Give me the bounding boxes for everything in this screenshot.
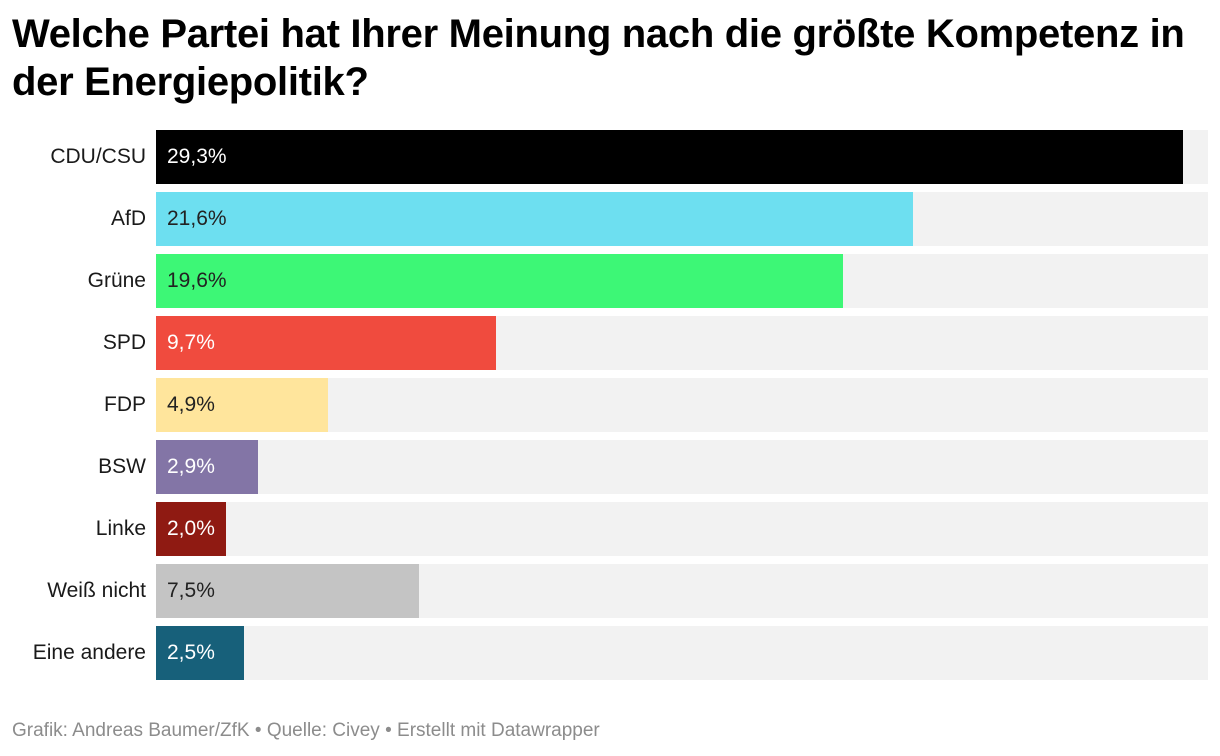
value-label: 29,3% xyxy=(167,145,227,168)
category-label: Linke xyxy=(95,517,146,540)
bar-row: Weiß nicht 7,5% xyxy=(0,564,1220,618)
bar-track: 2,0% xyxy=(156,502,1208,556)
category-label: Weiß nicht xyxy=(47,579,146,602)
chart-title: Welche Partei hat Ihrer Meinung nach die… xyxy=(12,12,1185,104)
bar xyxy=(156,378,328,432)
footer-separator: • xyxy=(249,720,267,741)
tool-credit-link[interactable]: Erstellt mit Datawrapper xyxy=(397,720,600,741)
value-label: 4,9% xyxy=(167,393,215,416)
value-label: 7,5% xyxy=(167,579,215,602)
value-label: 19,6% xyxy=(167,269,227,292)
bar xyxy=(156,502,226,556)
bar-track: 2,5% xyxy=(156,626,1208,680)
bar-row: Eine andere 2,5% xyxy=(0,626,1220,680)
category-label: FDP xyxy=(104,393,146,416)
footer-separator: • xyxy=(379,720,398,741)
value-label: 2,5% xyxy=(167,641,215,664)
bar xyxy=(156,130,1183,184)
category-label: AfD xyxy=(110,207,146,230)
bar-track: 21,6% xyxy=(156,192,1208,246)
category-label: SPD xyxy=(102,331,146,354)
bar-track: 9,7% xyxy=(156,316,1208,370)
footer: Grafik: Andreas Baumer/ZfK • Quelle: Civ… xyxy=(12,720,600,742)
value-label: 2,9% xyxy=(167,455,215,478)
bar xyxy=(156,254,843,308)
category-label: Grüne xyxy=(87,269,146,292)
bar xyxy=(156,564,419,618)
credit-text: Grafik: Andreas Baumer/ZfK xyxy=(12,720,250,741)
bar-track: 19,6% xyxy=(156,254,1208,308)
category-label: BSW xyxy=(98,455,146,478)
bar xyxy=(156,192,913,246)
bar-track: 7,5% xyxy=(156,564,1208,618)
bar-track: 29,3% xyxy=(156,130,1208,184)
bar-row: FDP 4,9% xyxy=(0,378,1220,432)
bar-row: CDU/CSU 29,3% xyxy=(0,130,1220,184)
bar xyxy=(156,440,258,494)
value-label: 9,7% xyxy=(167,331,215,354)
bar-chart: CDU/CSU 29,3% AfD 21,6% Grüne 19,6% SPD 9,7% FDP… xyxy=(0,130,1220,682)
value-label: 2,0% xyxy=(167,517,215,540)
bar xyxy=(156,626,244,680)
bar-row: SPD 9,7% xyxy=(0,316,1220,370)
value-label: 21,6% xyxy=(167,207,227,230)
bar-row: AfD 21,6% xyxy=(0,192,1220,246)
bar-row: BSW 2,9% xyxy=(0,440,1220,494)
bar xyxy=(156,316,496,370)
category-label: Eine andere xyxy=(32,641,146,664)
bar-track: 4,9% xyxy=(156,378,1208,432)
bar-row: Grüne 19,6% xyxy=(0,254,1220,308)
bar-track: 2,9% xyxy=(156,440,1208,494)
source-text: Quelle: Civey xyxy=(266,720,380,741)
bar-row: Linke 2,0% xyxy=(0,502,1220,556)
category-label: CDU/CSU xyxy=(50,145,146,168)
